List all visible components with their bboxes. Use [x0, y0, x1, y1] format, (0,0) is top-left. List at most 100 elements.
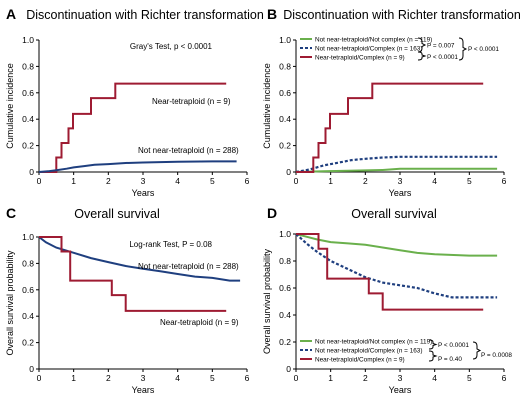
x-tick-label: 0 [37, 373, 42, 383]
pvalue-bracket [472, 341, 482, 360]
y-tick-label: 0.2 [279, 337, 291, 347]
x-tick-label: 2 [106, 373, 111, 383]
y-tick-label: 0.4 [279, 114, 291, 124]
panel-a: A Discontinuation with Richter transform… [5, 6, 264, 198]
y-tick-label: 0 [29, 167, 34, 177]
panel-c: C Overall survival 0 1 2 3 4 5 6 0 0.2 0.4 0.6 0.8 1… [5, 205, 250, 395]
y-tick-label: 0.8 [22, 258, 34, 268]
panel-b-legend: Not near-tetraploid/Not complex (n = 119… [300, 37, 499, 62]
panel-b-plot: 0 1 2 3 4 5 6 0 0.2 0.4 0.6 0.8 1.0 Years Cumulative i… [262, 35, 507, 198]
y-tick-label: 0 [29, 364, 34, 374]
panel-a-plot: 0 1 2 3 4 5 6 0 0.2 0.4 0.6 0.8 1.0 Years Cumulative i… [5, 35, 250, 198]
y-tick-label: 1.0 [22, 35, 34, 45]
y-tick-label: 1.0 [22, 232, 34, 242]
panel-d: D Overall survival 0 1 2 3 4 5 6 0 0.2 0.4 0.6 0.8 1… [262, 205, 512, 395]
series-line [295, 167, 498, 173]
legend-label: Near-tetraploid/Complex (n = 9) [315, 55, 405, 62]
pvalue-text: P = 0.007 [427, 43, 455, 50]
series-line [295, 233, 498, 257]
x-tick-label: 6 [502, 373, 507, 383]
x-tick-label: 0 [294, 373, 299, 383]
y-tick-label: 1.0 [279, 229, 291, 239]
panel-c-plot: 0 1 2 3 4 5 6 0 0.2 0.4 0.6 0.8 1.0 Years Overall surv… [5, 232, 250, 395]
x-tick-label: 2 [363, 373, 368, 383]
y-tick-label: 0.2 [22, 338, 34, 348]
legend-label: Not near-tetraploid/Complex (n = 163) [315, 46, 422, 53]
y-tick-label: 0.4 [22, 311, 34, 321]
y-tick-label: 0.2 [279, 141, 291, 151]
x-tick-label: 2 [363, 176, 368, 186]
pvalue-bracket [458, 37, 468, 61]
panel-d-plot: 0 1 2 3 4 5 6 0 0.2 0.4 0.6 0.8 1.0 Years Overall surv… [262, 229, 507, 395]
x-tick-label: 3 [398, 373, 403, 383]
panel-d-title: Overall survival [351, 207, 436, 221]
panel-a-test-annotation: Gray's Test, p < 0.0001 [130, 42, 213, 51]
pvalue-text: P = 0.40 [438, 356, 462, 363]
y-axis-label: Overall survival probability [5, 250, 15, 356]
pvalue-text: P < 0.0001 [468, 46, 499, 53]
y-tick-label: 0.6 [279, 283, 291, 293]
panel-c-label-not-near-tetraploid: Not near-tetraploid (n = 288) [138, 262, 239, 271]
x-tick-label: 3 [141, 373, 146, 383]
pvalue-text: P = 0.0008 [481, 352, 512, 359]
x-tick-label: 1 [71, 373, 76, 383]
x-axis-label: Years [132, 188, 155, 198]
x-tick-label: 1 [328, 373, 333, 383]
panel-a-label-near-tetraploid: Near-tetraploid (n = 9) [152, 97, 231, 106]
y-tick-label: 0.6 [22, 285, 34, 295]
y-axis-label: Cumulative incidence [262, 63, 272, 149]
x-tick-label: 2 [106, 176, 111, 186]
series-line [295, 233, 498, 299]
panel-a-letter: A [6, 6, 16, 22]
pvalue-text: P < 0.0001 [427, 54, 458, 61]
series-line [38, 236, 241, 282]
panel-a-title: Discontinuation with Richter transformat… [26, 8, 264, 22]
x-tick-label: 0 [37, 176, 42, 186]
x-tick-label: 4 [432, 373, 437, 383]
legend-label: Not near-tetraploid/Complex (n = 163) [315, 348, 422, 355]
pvalue-bracket [428, 339, 438, 350]
x-tick-label: 0 [294, 176, 299, 186]
y-tick-label: 0 [286, 167, 291, 177]
y-tick-label: 0.8 [279, 256, 291, 266]
y-tick-label: 0.6 [22, 88, 34, 98]
panel-d-letter: D [267, 205, 277, 221]
series-line [295, 155, 498, 174]
x-tick-label: 3 [141, 176, 146, 186]
panel-b-title: Discontinuation with Richter transformat… [283, 8, 520, 22]
x-tick-label: 5 [467, 176, 472, 186]
x-axis-label: Years [389, 385, 412, 395]
x-tick-label: 5 [210, 176, 215, 186]
y-tick-label: 0.4 [279, 310, 291, 320]
x-axis-label: Years [132, 385, 155, 395]
x-tick-label: 6 [245, 176, 250, 186]
panel-a-label-not-near-tetraploid: Not near-tetraploid (n = 288) [138, 146, 239, 155]
panel-c-label-near-tetraploid: Near-tetraploid (n = 9) [160, 318, 239, 327]
y-tick-label: 0.6 [279, 88, 291, 98]
x-tick-label: 1 [328, 176, 333, 186]
x-tick-label: 5 [210, 373, 215, 383]
legend-label: Near-tetraploid/Complex (n = 9) [315, 357, 405, 364]
legend-label: Not near-tetraploid/Not complex (n = 119… [315, 37, 432, 44]
panel-d-legend: Not near-tetraploid/Not complex (n = 119… [300, 339, 512, 364]
x-tick-label: 6 [502, 176, 507, 186]
x-tick-label: 4 [175, 176, 180, 186]
x-tick-label: 5 [467, 373, 472, 383]
panel-c-title: Overall survival [74, 207, 159, 221]
series-line [296, 82, 484, 173]
x-tick-label: 3 [398, 176, 403, 186]
pvalue-bracket [417, 51, 427, 61]
y-tick-label: 1.0 [279, 35, 291, 45]
pvalue-text: P < 0.0001 [438, 342, 469, 349]
y-tick-label: 0 [286, 364, 291, 374]
y-tick-label: 0.2 [22, 141, 34, 151]
pvalue-bracket [417, 37, 427, 53]
y-tick-label: 0.4 [22, 114, 34, 124]
y-axis-label: Cumulative incidence [5, 63, 15, 149]
y-axis-label: Overall survival probability [262, 248, 272, 354]
series-line [39, 82, 227, 173]
series-line [39, 236, 227, 312]
x-axis-label: Years [389, 188, 412, 198]
panel-c-letter: C [6, 205, 16, 221]
